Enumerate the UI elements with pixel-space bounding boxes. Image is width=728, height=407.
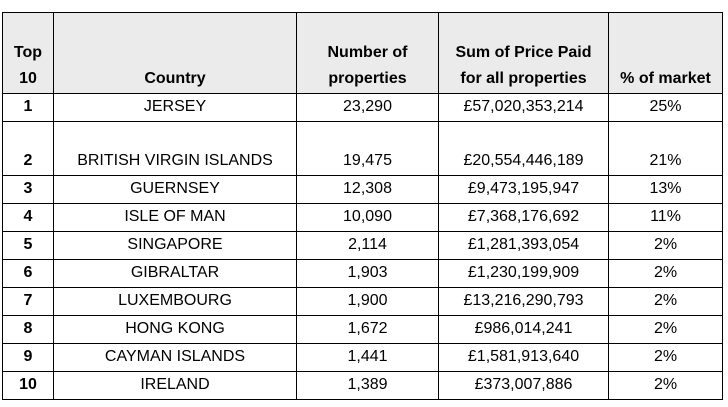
cell-share: 2% [608,343,723,372]
header-count: Number of properties [296,12,439,94]
table-row: 10 IRELAND 1,389 £373,007,886 2% [2,371,723,400]
cell-count: 10,090 [296,203,439,232]
cell-sum: £1,230,199,909 [438,259,609,288]
table-row: 9 CAYMAN ISLANDS 1,441 £1,581,913,640 2% [2,343,723,372]
cell-sum: £9,473,195,947 [438,175,609,204]
cell-share: 13% [608,175,723,204]
cell-rank: 6 [2,259,54,288]
cell-share: 2% [608,315,723,344]
cell-rank: 5 [2,231,54,260]
cell-sum: £1,281,393,054 [438,231,609,260]
cell-rank: 7 [2,287,54,316]
cell-rank: 1 [2,93,54,122]
header-share: % of market [608,12,723,94]
cell-count: 2,114 [296,231,439,260]
table-row: 6 GIBRALTAR 1,903 £1,230,199,909 2% [2,259,723,288]
cell-share: 21% [608,121,723,176]
header-sum: Sum of Price Paid for all properties [438,12,609,94]
table-row: 1 JERSEY 23,290 £57,020,353,214 25% [2,93,723,122]
cell-rank: 10 [2,371,54,400]
cell-count: 1,903 [296,259,439,288]
cell-sum: £7,368,176,692 [438,203,609,232]
cell-sum: £13,216,290,793 [438,287,609,316]
cell-count: 1,672 [296,315,439,344]
cell-share: 2% [608,259,723,288]
cell-country: GUERNSEY [53,175,297,204]
cell-count: 1,900 [296,287,439,316]
table-row: 5 SINGAPORE 2,114 £1,281,393,054 2% [2,231,723,260]
cell-country: JERSEY [53,93,297,122]
header-rank: Top 10 [2,12,54,94]
table-row: 3 GUERNSEY 12,308 £9,473,195,947 13% [2,175,723,204]
cell-count: 1,441 [296,343,439,372]
cell-count: 19,475 [296,121,439,176]
cell-share: 2% [608,231,723,260]
cell-share: 2% [608,371,723,400]
cell-count: 12,308 [296,175,439,204]
cell-rank: 3 [2,175,54,204]
cell-rank: 2 [2,121,54,176]
table-row: 2 BRITISH VIRGIN ISLANDS 19,475 £20,554,446… [2,121,723,176]
header-row: Top 10 Country Number of properties Sum … [2,12,723,94]
cell-country: SINGAPORE [53,231,297,260]
cell-share: 25% [608,93,723,122]
table-row: 8 HONG KONG 1,672 £986,014,241 2% [2,315,723,344]
cell-rank: 4 [2,203,54,232]
cell-count: 1,389 [296,371,439,400]
cell-rank: 9 [2,343,54,372]
cell-country: HONG KONG [53,315,297,344]
cell-count: 23,290 [296,93,439,122]
cell-country: IRELAND [53,371,297,400]
cell-sum: £986,014,241 [438,315,609,344]
cell-share: 2% [608,287,723,316]
top-10-countries-table: Top 10 Country Number of properties Sum … [2,12,723,400]
table-row: 4 ISLE OF MAN 10,090 £7,368,176,692 11% [2,203,723,232]
cell-country: LUXEMBOURG [53,287,297,316]
cell-sum: £1,581,913,640 [438,343,609,372]
cell-sum: £57,020,353,214 [438,93,609,122]
cell-share: 11% [608,203,723,232]
cell-sum: £373,007,886 [438,371,609,400]
cell-rank: 8 [2,315,54,344]
cell-country: CAYMAN ISLANDS [53,343,297,372]
cell-country: ISLE OF MAN [53,203,297,232]
cell-country: GIBRALTAR [53,259,297,288]
header-country: Country [53,12,297,94]
cell-sum: £20,554,446,189 [438,121,609,176]
cell-country: BRITISH VIRGIN ISLANDS [53,121,297,176]
table-row: 7 LUXEMBOURG 1,900 £13,216,290,793 2% [2,287,723,316]
